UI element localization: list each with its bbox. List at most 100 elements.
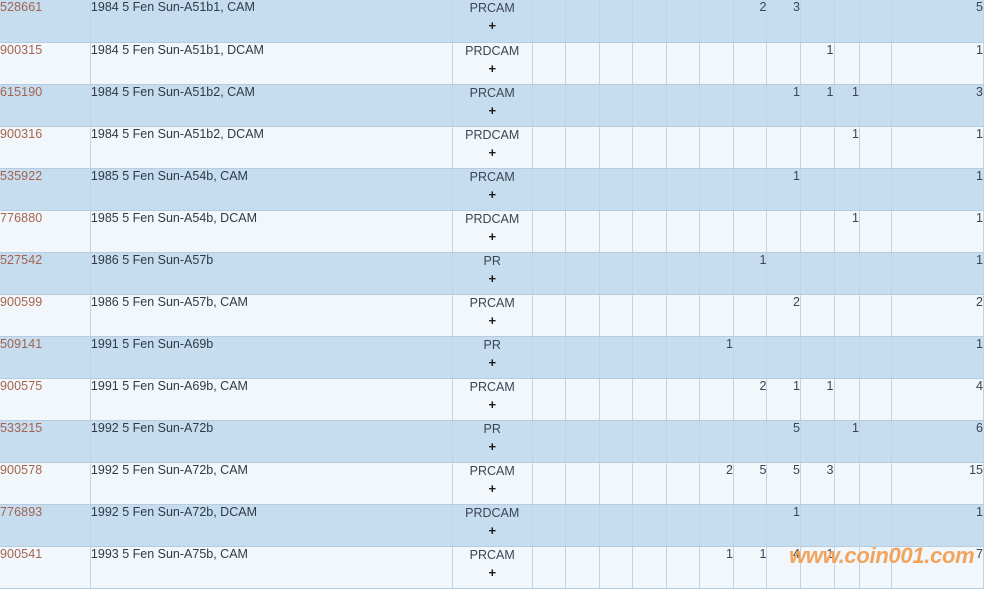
cell-coin-id[interactable]: 528661 (0, 0, 91, 43)
cell-total: 3 (891, 84, 984, 127)
grade-label: PRDCAM (465, 127, 520, 142)
plus-icon[interactable]: + (488, 60, 497, 76)
cell-coin-id[interactable]: 900578 (0, 462, 91, 505)
table-row[interactable]: 776893 1992 5 Fen Sun-A72b, DCAM PRDCAM +1 1 (0, 504, 984, 547)
grade-label: PRCAM (469, 1, 515, 15)
cell-grade-count (666, 336, 701, 379)
cell-coin-id[interactable]: 900599 (0, 294, 91, 337)
plus-icon[interactable]: + (488, 312, 497, 328)
cell-grade-count (666, 294, 701, 337)
cell-grade-count (599, 504, 634, 547)
cell-grade-count (766, 42, 801, 85)
plus-icon[interactable]: + (488, 18, 497, 33)
cell-grade-count (766, 336, 801, 379)
cell-grade-count (666, 252, 701, 295)
cell-coin-description: 1984 5 Fen Sun-A51b2, CAM (90, 84, 453, 127)
cell-coin-id[interactable]: 533215 (0, 420, 91, 463)
cell-coin-id[interactable]: 527542 (0, 252, 91, 295)
cell-grade-count (834, 294, 860, 337)
cell-grade-count (834, 168, 860, 211)
grade-label: PRDCAM (465, 505, 520, 520)
cell-coin-id[interactable]: 900575 (0, 378, 91, 421)
table-row[interactable]: 900316 1984 5 Fen Sun-A51b2, DCAM PRDCAM +1… (0, 126, 984, 169)
cell-grade-count (599, 126, 634, 169)
cell-grade-count (800, 168, 835, 211)
cell-grade-count (565, 42, 600, 85)
table-row[interactable]: 535922 1985 5 Fen Sun-A54b, CAM PRCAM +1 1 (0, 168, 984, 211)
cell-grade-count (800, 420, 835, 463)
table-row[interactable]: 776880 1985 5 Fen Sun-A54b, DCAM PRDCAM +1 1 (0, 210, 984, 253)
cell-grade-count: 5 (766, 462, 801, 505)
cell-grade-count: 1 (766, 84, 801, 127)
cell-coin-id[interactable]: 900315 (0, 42, 91, 85)
plus-icon[interactable]: + (488, 564, 497, 580)
plus-icon[interactable]: + (488, 480, 497, 496)
cell-coin-id[interactable]: 535922 (0, 168, 91, 211)
cell-total: 7 (891, 546, 984, 589)
cell-grade-count (859, 42, 893, 85)
cell-coin-id[interactable]: 900316 (0, 126, 91, 169)
cell-grade-count: 2 (766, 294, 801, 337)
cell-total: 1 (891, 252, 984, 295)
cell-grade-count (859, 84, 893, 127)
cell-coin-description: 1985 5 Fen Sun-A54b, DCAM (90, 210, 453, 253)
cell-grade-count: 5 (733, 462, 768, 505)
cell-grade-count (532, 378, 567, 421)
table-row[interactable]: 900578 1992 5 Fen Sun-A72b, CAM PRCAM +2 5 5 3… (0, 462, 984, 505)
cell-coin-id[interactable]: 509141 (0, 336, 91, 379)
table-row[interactable]: 900575 1991 5 Fen Sun-A69b, CAM PRCAM +2 1 1 4 (0, 378, 984, 421)
cell-grade-count: 4 (766, 546, 801, 589)
plus-icon[interactable]: + (488, 438, 497, 454)
cell-grade: PRCAM + (452, 84, 533, 127)
table-row[interactable]: 509141 1991 5 Fen Sun-A69b PR +1 1 (0, 336, 984, 379)
cell-coin-description: 1984 5 Fen Sun-A51b2, DCAM (90, 126, 453, 169)
plus-icon[interactable]: + (488, 102, 497, 118)
table-row[interactable]: 900599 1986 5 Fen Sun-A57b, CAM PRCAM +2 2 (0, 294, 984, 337)
plus-icon[interactable]: + (488, 270, 497, 286)
plus-icon[interactable]: + (488, 228, 497, 244)
cell-coin-id[interactable]: 615190 (0, 84, 91, 127)
plus-icon[interactable]: + (488, 144, 497, 160)
table-row[interactable]: 900541 1993 5 Fen Sun-A75b, CAM PRCAM +1 1 4 1… (0, 546, 984, 589)
cell-grade-count (733, 42, 768, 85)
plus-icon[interactable]: + (488, 354, 497, 370)
table-row[interactable]: 900315 1984 5 Fen Sun-A51b1, DCAM PRDCAM +1… (0, 42, 984, 85)
cell-grade-count (632, 546, 667, 589)
table-row[interactable]: 527542 1986 5 Fen Sun-A57b PR +1 1 (0, 252, 984, 295)
cell-grade-count (532, 126, 567, 169)
cell-coin-id[interactable]: 776893 (0, 504, 91, 547)
cell-total: 1 (891, 168, 984, 211)
table-row[interactable]: 528661 1984 5 Fen Sun-A51b1, CAM PRCAM +2 3 5 (0, 0, 984, 43)
cell-grade-count: 1 (800, 378, 835, 421)
cell-grade-count (666, 420, 701, 463)
cell-grade: PR + (452, 336, 533, 379)
cell-grade-count (632, 168, 667, 211)
cell-coin-id[interactable]: 776880 (0, 210, 91, 253)
cell-grade-count (532, 504, 567, 547)
plus-icon[interactable]: + (488, 522, 497, 538)
cell-grade-count (766, 252, 801, 295)
cell-grade-count (666, 126, 701, 169)
cell-grade-count (859, 546, 893, 589)
plus-icon[interactable]: + (488, 186, 497, 202)
cell-grade-count: 2 (733, 378, 768, 421)
plus-icon[interactable]: + (488, 396, 497, 412)
cell-grade-count: 1 (834, 420, 860, 463)
cell-grade-count (532, 210, 567, 253)
cell-grade-count (532, 0, 567, 43)
cell-grade: PRDCAM + (452, 126, 533, 169)
cell-grade-count (733, 294, 768, 337)
table-row[interactable]: 615190 1984 5 Fen Sun-A51b2, CAM PRCAM +1 1 1… (0, 84, 984, 127)
cell-coin-description: 1986 5 Fen Sun-A57b (90, 252, 453, 295)
grade-label: PR (483, 421, 501, 436)
cell-grade-count (699, 210, 734, 253)
cell-grade-count (834, 252, 860, 295)
cell-grade-count (733, 504, 768, 547)
table-row[interactable]: 533215 1992 5 Fen Sun-A72b PR +5 1 6 (0, 420, 984, 463)
cell-grade-count (766, 126, 801, 169)
cell-grade-count: 2 (733, 0, 768, 43)
cell-coin-id[interactable]: 900541 (0, 546, 91, 589)
cell-grade-count (632, 336, 667, 379)
cell-grade: PRDCAM + (452, 42, 533, 85)
